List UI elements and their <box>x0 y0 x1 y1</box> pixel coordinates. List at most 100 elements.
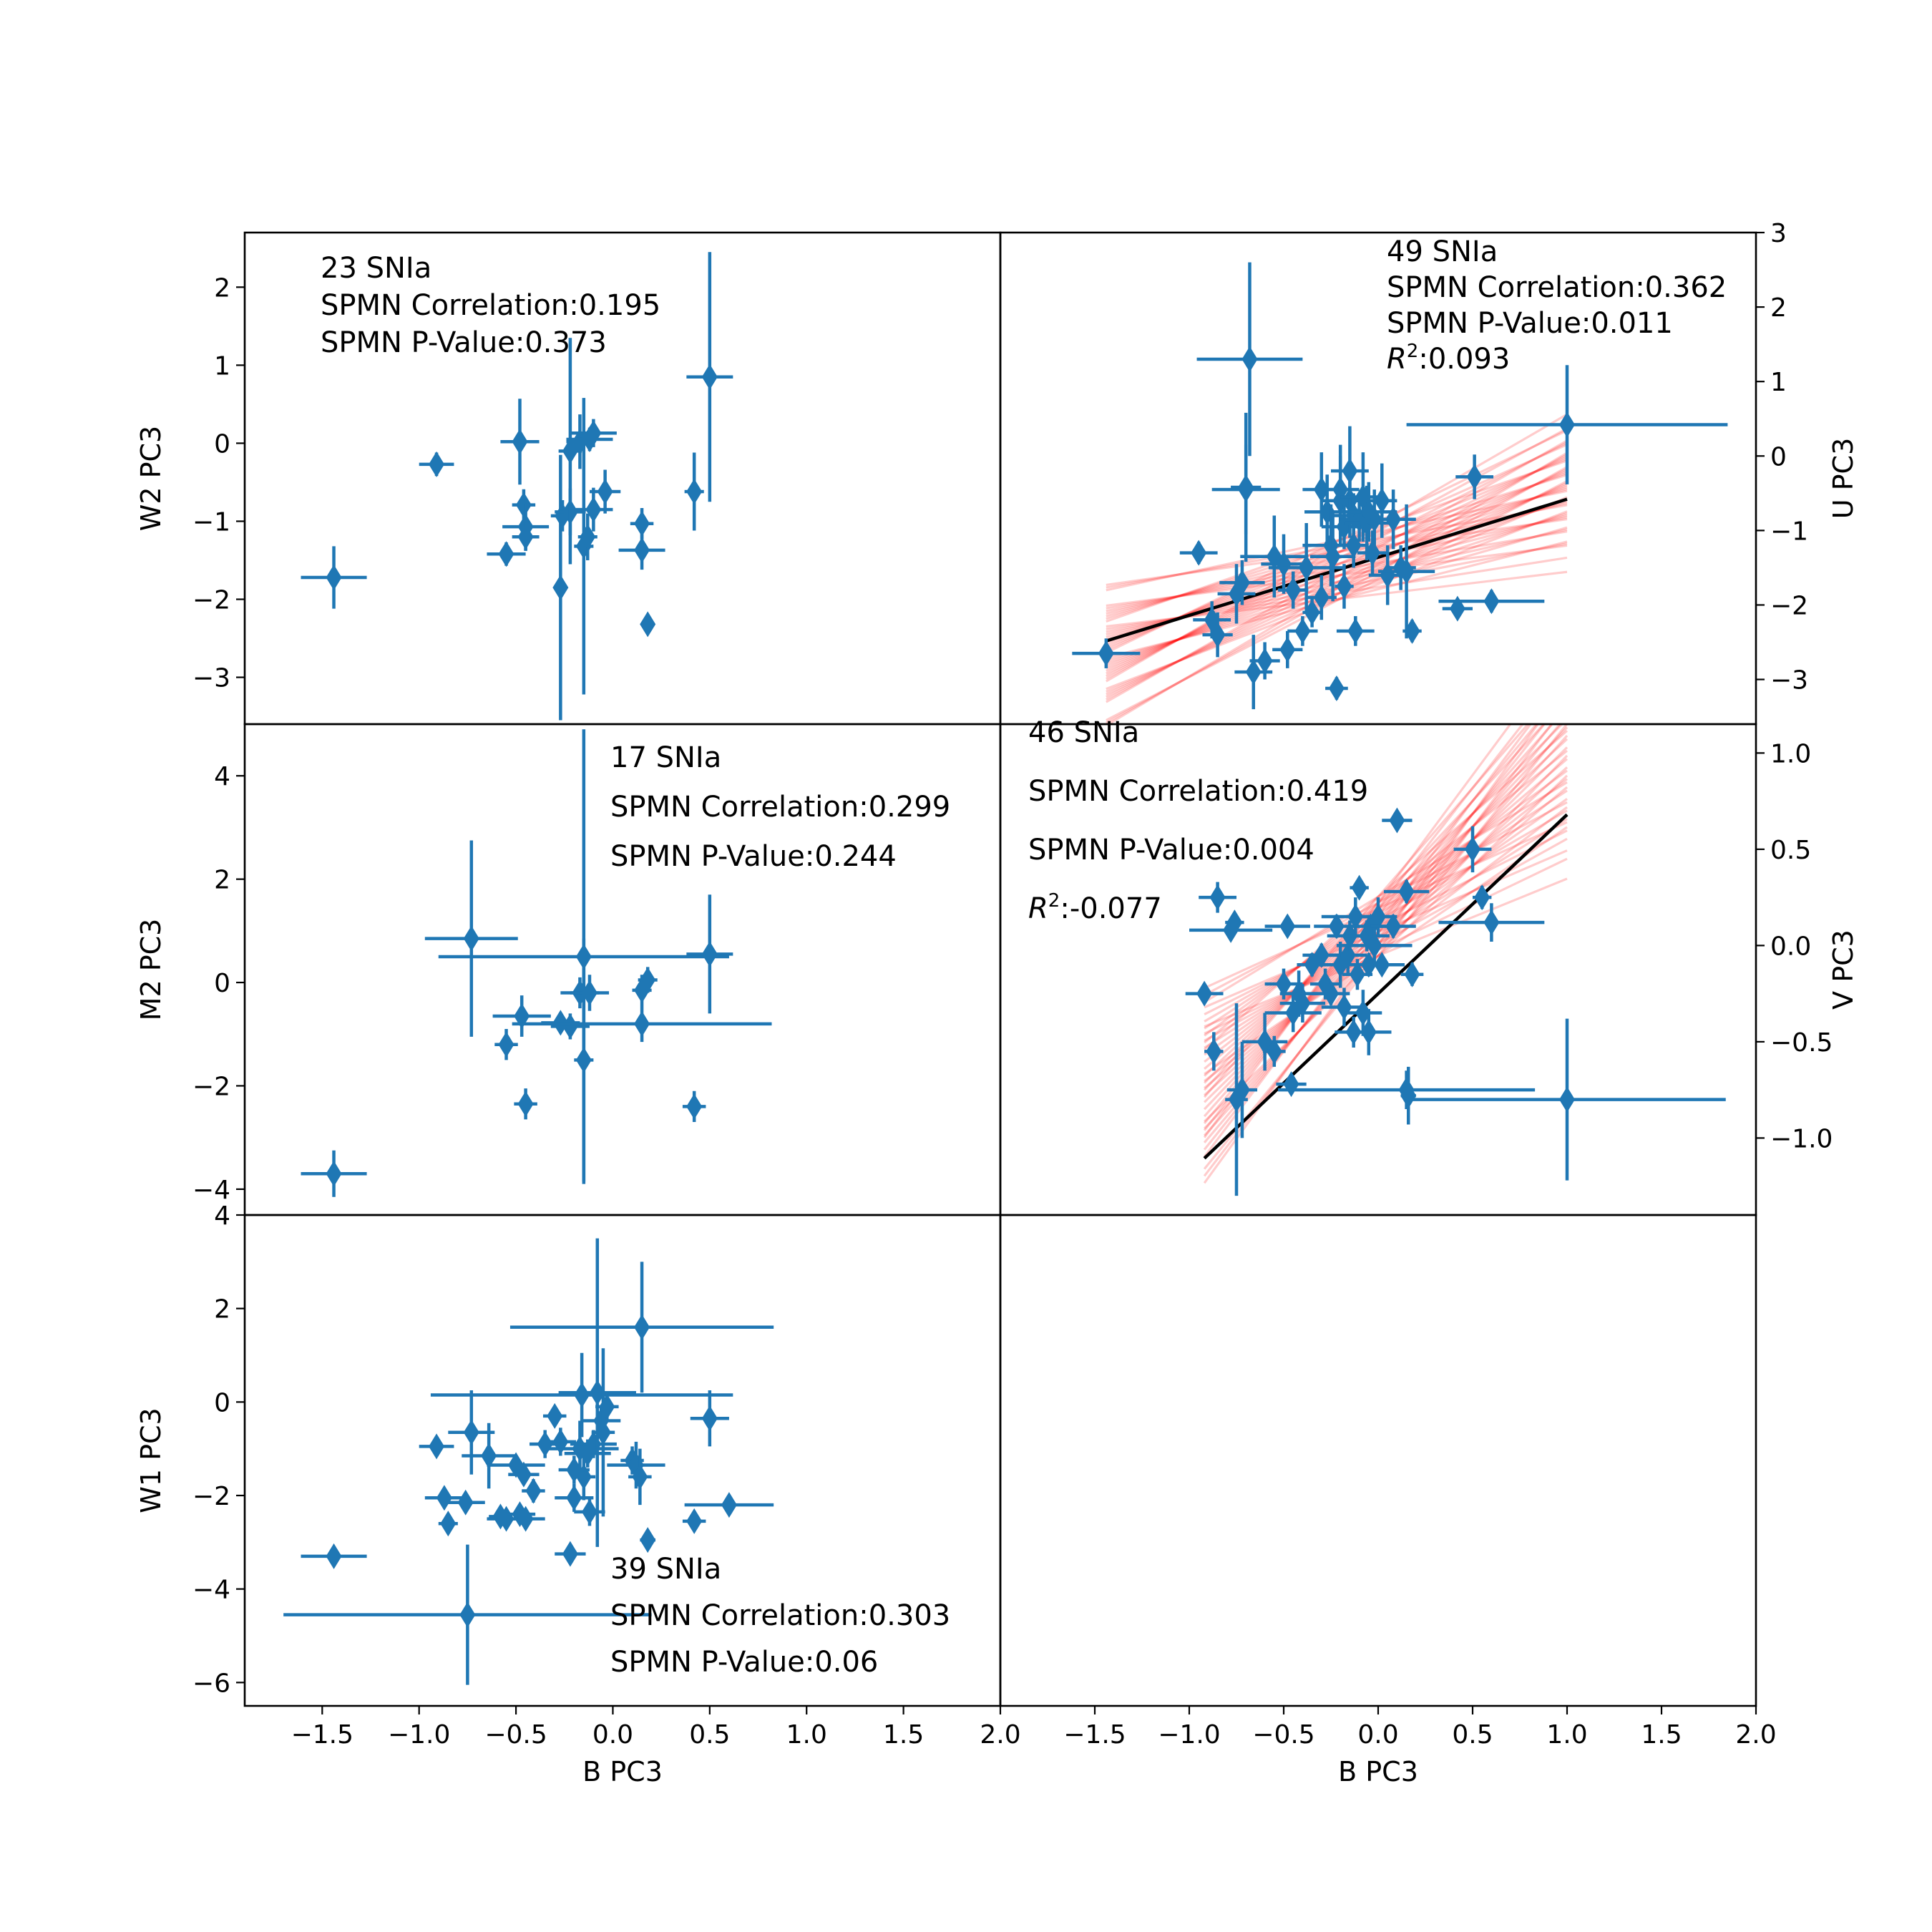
top-left-panel: 2 1 0 −1 −2 −3 W2 PC3 23 SNIa SPMN Correlation:0… <box>135 231 1002 726</box>
diamond-marker <box>1328 675 1345 702</box>
fit-sample-line <box>1106 466 1568 724</box>
x-tick-label: −0.5 <box>1252 1720 1314 1750</box>
data-point <box>682 1091 706 1123</box>
diamond-marker <box>1389 807 1405 834</box>
diamond-marker <box>1365 540 1381 566</box>
diamond-marker <box>1209 622 1226 648</box>
diamond-marker <box>1366 932 1382 959</box>
data-point <box>1302 597 1322 628</box>
y-tick-label: 2 <box>214 273 230 303</box>
fit-sample-line <box>1106 459 1568 623</box>
fit-sample-line <box>1203 724 1524 1131</box>
annotation-text: SPMN P-Value:0.373 <box>321 326 607 359</box>
data-point <box>1382 807 1413 834</box>
diamond-marker <box>1313 585 1330 611</box>
data-point <box>1204 1032 1224 1071</box>
diamond-marker <box>1340 942 1356 968</box>
data-point <box>1314 913 1360 940</box>
fit-sample-line <box>1203 724 1553 1177</box>
data-point <box>424 1485 464 1511</box>
data-point <box>630 507 654 540</box>
fit-sample-line <box>1106 454 1568 701</box>
data-point <box>1231 412 1262 562</box>
y-tick-label: −3 <box>1770 666 1808 696</box>
data-point <box>500 399 540 485</box>
fit-sample-line <box>1106 489 1568 592</box>
diamond-marker <box>440 1511 457 1537</box>
diamond-marker <box>1234 570 1250 596</box>
data-point <box>682 1508 706 1534</box>
y-tick-label: 1 <box>214 351 230 381</box>
data-point <box>1297 952 1327 978</box>
diamond-marker <box>701 1405 718 1432</box>
data-point <box>419 451 454 477</box>
fit-sample-line <box>1204 774 1568 1123</box>
y-tick-label: 1.0 <box>1770 739 1811 769</box>
diamond-marker <box>537 1431 553 1458</box>
data-point <box>1226 1041 1258 1138</box>
fit-sample-line <box>1106 467 1568 698</box>
diamond-marker <box>1245 659 1262 686</box>
y-tick-label: −3 <box>192 664 230 693</box>
diamond-marker <box>1404 961 1420 987</box>
data-point <box>530 1430 561 1458</box>
fit-sample-line <box>1106 479 1568 721</box>
diamond-marker <box>517 1091 534 1117</box>
data-point <box>577 513 597 560</box>
fit-sample-line <box>1106 510 1568 691</box>
diamond-marker <box>634 537 650 563</box>
axes-frame <box>999 1214 1757 1707</box>
diamond-marker <box>457 1489 474 1516</box>
diamond-marker <box>634 1010 650 1037</box>
fit-sample-line <box>1106 429 1568 654</box>
data-point <box>1406 365 1728 484</box>
x-tick-label: 1.5 <box>883 1720 924 1750</box>
diamond-marker <box>1294 990 1311 1017</box>
y-tick-label: 0 <box>214 429 230 459</box>
diamond-marker <box>1336 573 1352 600</box>
data-point <box>1350 874 1369 901</box>
y-axis-label: M2 PC3 <box>135 919 167 1021</box>
data-point <box>1264 913 1310 940</box>
diamond-marker <box>1098 640 1114 667</box>
y-tick-label: −1.0 <box>1770 1124 1833 1153</box>
diamond-marker <box>508 1452 525 1478</box>
y-axis-label: W2 PC3 <box>135 426 167 531</box>
data-point <box>1344 990 1382 1036</box>
fit-sample-line <box>1106 452 1568 724</box>
x-axis-label: B PC3 <box>582 1756 663 1787</box>
data-point <box>1359 952 1405 978</box>
data-point <box>448 1390 495 1475</box>
data-point <box>1072 638 1141 668</box>
data-point <box>1336 616 1375 646</box>
diamond-marker <box>640 611 656 638</box>
diamond-marker <box>429 1433 445 1460</box>
annotation-text: 39 SNIa <box>610 1553 721 1586</box>
data-point <box>686 252 733 502</box>
diamond-marker <box>585 420 602 447</box>
data-point <box>552 454 569 721</box>
x-tick-label: 2.0 <box>980 1720 1020 1750</box>
y-tick-label: 2 <box>1770 293 1787 323</box>
diamond-marker <box>1283 1071 1299 1098</box>
diamond-marker <box>326 1161 342 1187</box>
y-axis-label: V PC3 <box>1828 930 1859 1010</box>
diamond-marker <box>459 1601 476 1628</box>
diamond-marker <box>1294 618 1311 644</box>
x-tick-label: 1.5 <box>1641 1720 1682 1750</box>
annotation-text: 46 SNIa <box>1028 716 1139 749</box>
diamond-marker <box>721 1492 737 1518</box>
fit-sample-line <box>1204 817 1568 1049</box>
annotation-text: SPMN P-Value:0.06 <box>610 1646 878 1679</box>
data-point <box>1272 630 1303 668</box>
annotation-text: SPMN P-Value:0.244 <box>610 840 897 873</box>
data-point <box>558 1455 590 1484</box>
data-point <box>595 1392 619 1421</box>
data-point <box>1217 564 1256 624</box>
diamond-marker <box>597 479 613 505</box>
plot-area <box>301 729 772 1197</box>
y-tick-label: −1 <box>192 507 230 537</box>
diamond-marker <box>515 1461 532 1488</box>
y-tick-label: −4 <box>192 1576 230 1605</box>
data-point <box>487 541 526 567</box>
